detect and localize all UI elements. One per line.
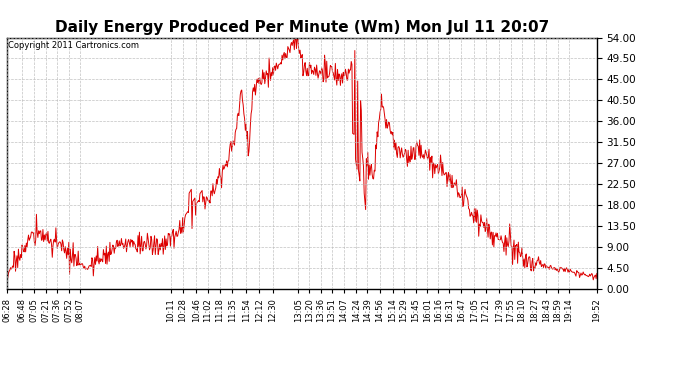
Text: Copyright 2011 Cartronics.com: Copyright 2011 Cartronics.com bbox=[8, 41, 139, 50]
Title: Daily Energy Produced Per Minute (Wm) Mon Jul 11 20:07: Daily Energy Produced Per Minute (Wm) Mo… bbox=[55, 20, 549, 35]
